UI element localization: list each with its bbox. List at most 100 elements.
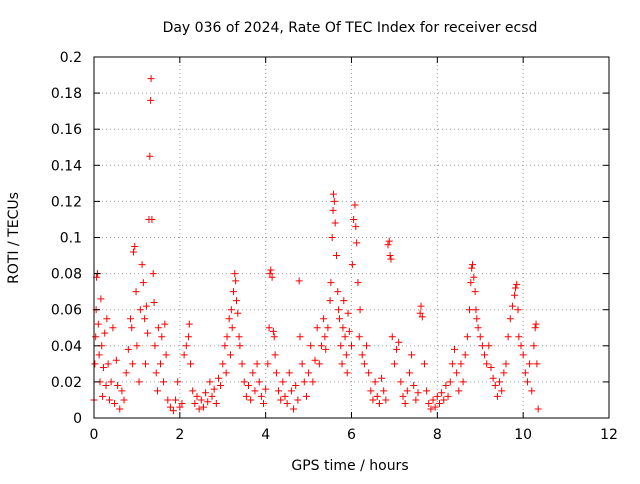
data-point xyxy=(435,400,443,408)
x-tick-label: 0 xyxy=(90,427,99,443)
data-point xyxy=(506,315,514,323)
data-point xyxy=(459,378,467,386)
data-point xyxy=(268,273,276,281)
data-point xyxy=(160,378,168,386)
data-point xyxy=(204,398,212,406)
data-point xyxy=(451,345,458,353)
y-tick-label: 0.1 xyxy=(60,231,82,247)
data-point xyxy=(485,342,493,350)
data-point xyxy=(135,378,143,386)
data-points xyxy=(90,75,542,415)
data-point xyxy=(354,279,362,287)
x-tick-label: 10 xyxy=(514,427,532,443)
data-point xyxy=(151,342,159,350)
data-point xyxy=(195,405,203,413)
data-point xyxy=(322,345,330,353)
data-point xyxy=(240,378,248,386)
data-point xyxy=(161,320,169,328)
data-point xyxy=(116,405,124,413)
data-point xyxy=(408,351,416,359)
data-point xyxy=(217,382,225,390)
data-point xyxy=(511,284,519,292)
data-point xyxy=(470,273,478,281)
data-point xyxy=(154,324,162,332)
data-point xyxy=(491,382,499,390)
data-point xyxy=(380,387,388,395)
data-point xyxy=(187,360,195,368)
data-point xyxy=(502,360,510,368)
data-point xyxy=(294,396,302,404)
data-point xyxy=(533,360,541,368)
data-point xyxy=(382,396,390,404)
data-point xyxy=(334,288,342,296)
data-point xyxy=(191,400,199,408)
data-point xyxy=(139,279,147,287)
data-point xyxy=(144,329,152,337)
data-point xyxy=(219,360,227,368)
data-point xyxy=(403,387,411,395)
data-point xyxy=(281,392,289,400)
data-point xyxy=(295,277,303,285)
data-point xyxy=(395,338,403,346)
data-point xyxy=(515,333,523,341)
data-point xyxy=(353,239,361,247)
data-point xyxy=(343,369,351,377)
data-point xyxy=(328,234,336,241)
data-point xyxy=(440,396,448,404)
data-point xyxy=(212,400,220,408)
data-point xyxy=(474,324,482,332)
data-point xyxy=(279,378,287,386)
data-point xyxy=(232,277,240,285)
data-point xyxy=(330,197,338,205)
data-point xyxy=(202,389,210,397)
data-point xyxy=(425,400,433,408)
data-point xyxy=(386,252,394,260)
y-tick-label: 0 xyxy=(73,411,82,427)
data-point xyxy=(313,324,321,332)
x-axis-label: GPS time / hours xyxy=(291,458,408,474)
data-point xyxy=(184,333,192,341)
data-point xyxy=(176,403,184,411)
data-point xyxy=(138,261,146,269)
data-point xyxy=(275,387,283,395)
data-point xyxy=(131,243,139,251)
y-tick-label: 0.08 xyxy=(51,267,82,283)
data-point xyxy=(132,288,140,296)
data-point xyxy=(348,342,355,350)
data-point xyxy=(148,215,156,223)
data-point xyxy=(338,360,346,368)
data-point xyxy=(348,261,356,269)
data-point xyxy=(320,315,328,323)
data-point xyxy=(94,320,102,328)
data-point xyxy=(523,378,531,386)
data-point xyxy=(242,392,250,400)
data-point xyxy=(517,342,525,350)
y-tick-label: 0.12 xyxy=(51,194,82,210)
data-point xyxy=(387,255,395,263)
data-point xyxy=(229,288,237,296)
data-point xyxy=(500,369,508,377)
data-point xyxy=(483,360,491,368)
data-point xyxy=(126,315,134,323)
data-point xyxy=(249,369,257,377)
data-point xyxy=(350,215,358,223)
data-point xyxy=(136,306,144,314)
data-point xyxy=(128,324,136,332)
data-point xyxy=(375,400,383,408)
data-point xyxy=(133,342,141,350)
data-point xyxy=(95,351,103,359)
data-point xyxy=(238,360,246,368)
x-tick-label: 12 xyxy=(600,427,618,443)
data-point xyxy=(307,342,315,350)
data-point xyxy=(352,223,360,231)
data-point xyxy=(120,396,128,404)
data-point xyxy=(329,206,337,214)
data-point xyxy=(221,342,229,350)
data-point xyxy=(152,369,160,377)
data-point xyxy=(147,75,155,83)
data-point xyxy=(397,378,405,386)
axis-ticks: 0 2 4 6 8 10 12 0 0.02 0.04 0.06 0.08 0.1 0.12 0.14 0.1… xyxy=(51,50,618,443)
data-point xyxy=(234,309,242,317)
data-point xyxy=(337,342,345,350)
data-point xyxy=(472,306,480,314)
